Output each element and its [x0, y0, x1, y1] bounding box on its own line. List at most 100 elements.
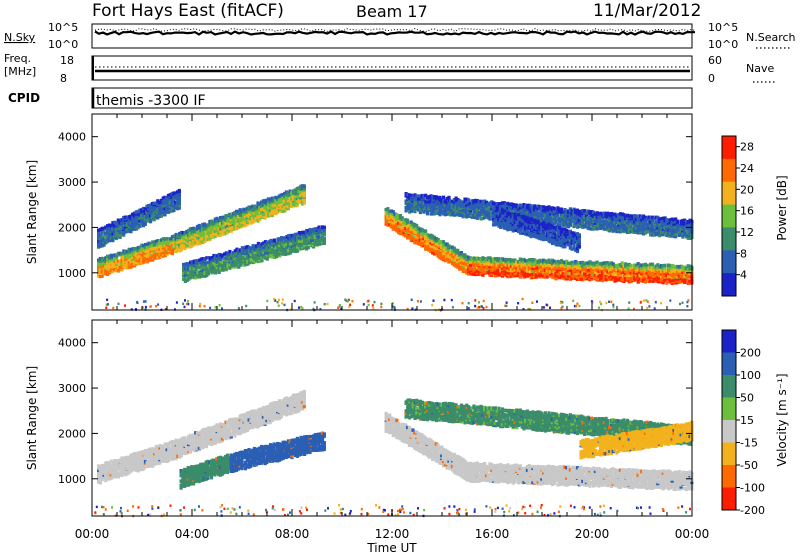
power-cell: [98, 244, 102, 248]
power-cell: [170, 249, 175, 253]
power-cell: [143, 243, 148, 247]
power-cell: [122, 249, 126, 253]
power-cell: [183, 232, 187, 236]
power-cell: [203, 257, 207, 261]
power-cell: [252, 215, 257, 219]
power-cell: [165, 201, 169, 205]
power-cell: [138, 245, 142, 250]
power-cell: [238, 219, 242, 223]
power-cell: [178, 232, 182, 236]
power-cell: [203, 261, 207, 265]
power-cell: [220, 215, 224, 220]
power-cell: [131, 263, 135, 267]
freq-left-label-1: Freq.: [4, 52, 31, 65]
power-cell: [111, 260, 115, 265]
cpid-text: themis -3300 IF: [96, 93, 206, 109]
power-cell: [252, 207, 257, 211]
power-cell: [118, 260, 122, 264]
power-cell: [170, 209, 174, 213]
power-cell: [286, 206, 290, 211]
power-cell: [170, 245, 175, 249]
power-cell: [283, 209, 287, 213]
power-cell: [141, 217, 145, 222]
power-cell: [293, 191, 297, 196]
power-cell: [194, 232, 198, 237]
power-cell: [190, 235, 194, 239]
power-cell: [163, 195, 167, 200]
power-cell: [203, 239, 207, 243]
power-cell: [161, 246, 166, 250]
power-cell: [143, 256, 148, 260]
power-cell: [149, 249, 153, 253]
power-cell: [181, 236, 185, 240]
power-cell: [143, 245, 148, 249]
power-cell: [213, 217, 217, 221]
power-cell: [177, 200, 181, 204]
power-cell: [174, 236, 178, 240]
power-cell: [300, 187, 305, 191]
power-cell: [199, 274, 203, 278]
power-cell: [152, 208, 156, 212]
power-cell: [140, 243, 144, 247]
power-cell: [265, 204, 269, 208]
power-cell: [169, 251, 173, 255]
power-cell: [147, 219, 151, 223]
power-cell: [208, 259, 212, 263]
power-cell: [208, 256, 212, 260]
power-cell: [199, 260, 203, 265]
power-cell: [165, 237, 169, 241]
power-cell: [267, 199, 271, 203]
power-cell: [629, 263, 633, 268]
power-cell: [194, 272, 198, 277]
power-cell: [140, 210, 144, 214]
power-cell: [172, 195, 176, 199]
power-cell: [120, 222, 124, 226]
power-cell: [233, 210, 237, 215]
power-cell: [663, 263, 667, 268]
power-cell: [156, 208, 160, 212]
power-cell: [129, 257, 133, 261]
power-cell: [192, 270, 196, 274]
power-cell: [297, 198, 301, 202]
power-cell: [178, 235, 182, 240]
power-cell: [152, 245, 157, 249]
power-cell: [292, 202, 296, 206]
power-cell: [265, 202, 269, 206]
noise-right-label: N.Search: [746, 31, 796, 44]
power-cell: [201, 265, 205, 270]
power-cell: [247, 205, 251, 209]
power-cell: [134, 247, 138, 251]
power-cell: [295, 190, 299, 195]
power-cell: [100, 274, 104, 278]
power-cell: [187, 267, 191, 272]
power-cell: [263, 211, 267, 215]
power-cell: [136, 210, 140, 214]
power-cell: [195, 233, 200, 237]
power-cell: [242, 215, 246, 220]
power-cell: [299, 194, 303, 198]
power-cell: [163, 246, 167, 250]
power-cell: [256, 209, 260, 213]
power-cell: [245, 213, 249, 217]
power-cell: [240, 213, 244, 217]
power-cell: [467, 198, 471, 202]
power-cell: [231, 218, 235, 222]
power-cell: [149, 244, 153, 249]
power-cell: [104, 264, 108, 268]
power-cell: [120, 265, 124, 269]
power-cell: [194, 228, 198, 232]
power-cell: [149, 213, 153, 218]
power-cell: [211, 221, 216, 225]
power-cell: [97, 233, 101, 237]
power-cell: [205, 262, 209, 266]
power-cell: [185, 229, 189, 234]
power-cell: [249, 210, 253, 214]
power-cell: [140, 253, 144, 257]
power-cell: [109, 224, 113, 228]
power-cell: [224, 216, 228, 220]
power-cell: [163, 199, 167, 203]
power-cell: [204, 234, 208, 238]
power-cell: [123, 226, 128, 230]
power-cell: [100, 234, 104, 239]
power-cell: [176, 244, 180, 248]
